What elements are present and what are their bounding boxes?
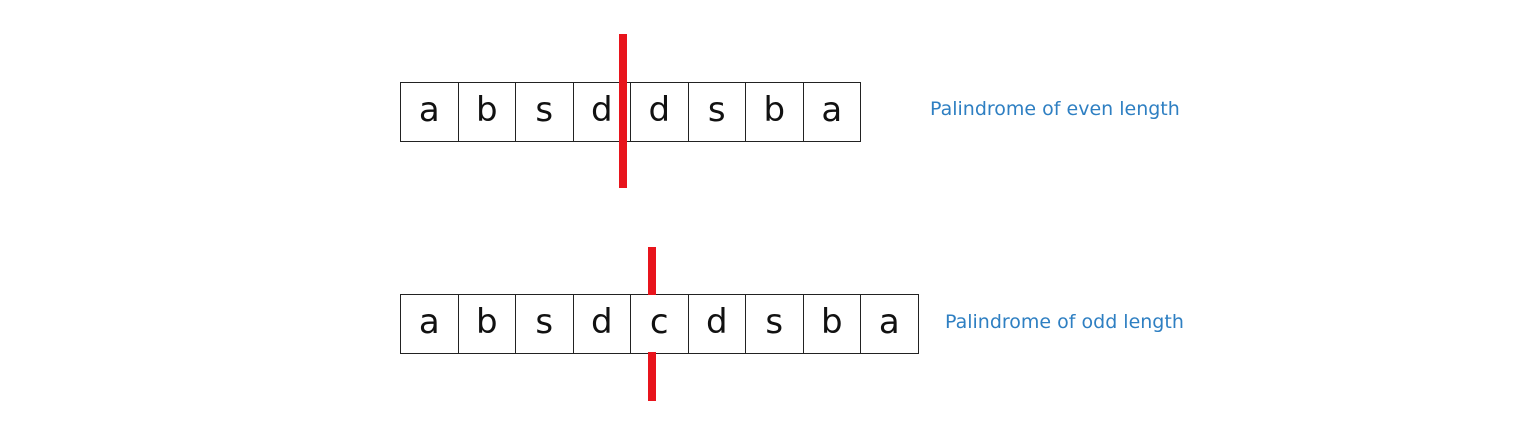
center-char-cell: c [631,295,689,353]
char-cell: d [689,295,746,353]
odd-center-marker-top [648,247,656,295]
odd-palindrome-string: a b s d c d s b a [400,294,919,354]
odd-caption: Palindrome of odd length [945,311,1184,333]
char-cell: a [861,295,919,353]
even-palindrome-string: a b s d d s b a [400,82,861,142]
char-cell: s [689,83,746,141]
char-cell: s [516,83,574,141]
char-cell: b [804,295,861,353]
char-cell: d [574,295,631,353]
char-cell: a [401,83,459,141]
char-cell: a [401,295,459,353]
char-cell: s [746,295,804,353]
char-cell: b [746,83,804,141]
char-cell: s [516,295,574,353]
even-caption: Palindrome of even length [930,98,1180,120]
char-cell: b [459,83,516,141]
char-cell: a [804,83,861,141]
char-cell: d [574,83,631,141]
char-cell: b [459,295,516,353]
odd-center-marker-bottom [648,352,656,401]
char-cell: d [631,83,689,141]
even-center-marker [619,34,627,188]
